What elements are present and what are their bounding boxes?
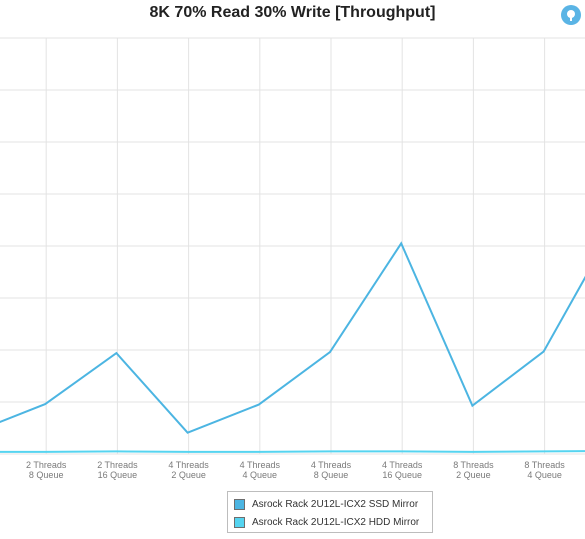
logo-icon	[561, 5, 581, 25]
legend-swatch-hdd	[234, 516, 245, 528]
legend-label-ssd: Asrock Rack 2U12L-ICX2 SSD Mirror	[252, 498, 419, 510]
legend: Asrock Rack 2U12L-ICX2 SSD Mirror Asrock…	[227, 491, 433, 533]
series-line-ssd	[0, 241, 585, 434]
x-tick-label: 4 Threads 4 Queue	[240, 460, 281, 480]
legend-swatch-ssd	[234, 498, 245, 510]
chart-title: 8K 70% Read 30% Write [Throughput]	[149, 4, 436, 21]
x-tick-label: 8 Threads 2 Queue	[453, 460, 494, 480]
series-layer	[0, 241, 585, 453]
legend-item-ssd[interactable]: Asrock Rack 2U12L-ICX2 SSD Mirror	[234, 496, 418, 512]
x-tick-label: 8 Threads 4 Queue	[524, 460, 565, 480]
legend-label-hdd: Asrock Rack 2U12L-ICX2 HDD Mirror	[252, 516, 420, 528]
x-tick-label: 4 Threads 16 Queue	[382, 460, 423, 480]
x-tick-label: 4 Threads 8 Queue	[311, 460, 352, 480]
x-tick-label: 4 Threads 2 Queue	[168, 460, 209, 480]
series-line-hdd	[0, 450, 585, 453]
grid-lines	[0, 37, 585, 455]
legend-item-hdd[interactable]: Asrock Rack 2U12L-ICX2 HDD Mirror	[234, 514, 419, 530]
x-tick-label: 2 Threads 16 Queue	[97, 460, 138, 480]
x-tick-label: 2 Threads 8 Queue	[26, 460, 67, 480]
